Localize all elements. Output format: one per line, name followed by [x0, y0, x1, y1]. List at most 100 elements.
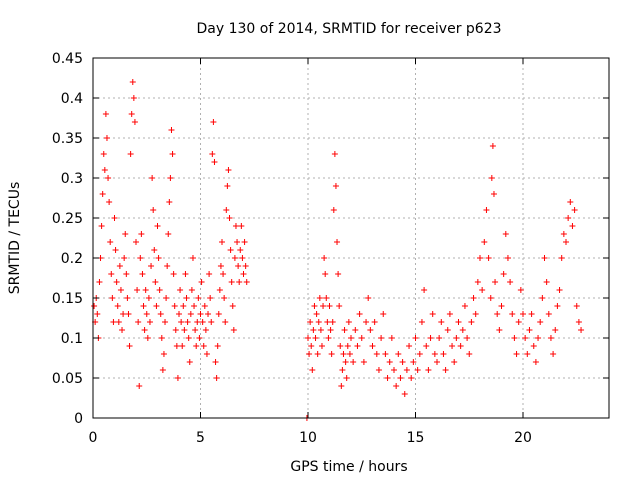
data-point: [103, 135, 110, 141]
data-point: [384, 375, 391, 381]
data-point: [131, 119, 138, 125]
data-point: [315, 319, 322, 325]
data-point: [429, 311, 436, 317]
data-point: [535, 335, 542, 341]
data-point: [195, 295, 202, 301]
data-point: [550, 351, 557, 357]
data-point: [504, 255, 511, 261]
y-tick-label: 0.05: [52, 371, 83, 387]
data-point: [110, 319, 117, 325]
data-point: [192, 327, 199, 333]
data-point: [331, 151, 338, 157]
data-point: [96, 279, 103, 285]
data-point: [578, 327, 585, 333]
data-point: [320, 303, 327, 309]
data-point: [552, 327, 559, 333]
data-point: [243, 279, 250, 285]
data-point: [425, 367, 432, 373]
data-point: [235, 263, 242, 269]
data-point: [129, 79, 136, 85]
y-tick-label: 0.15: [52, 291, 83, 307]
data-point: [507, 279, 514, 285]
data-point: [365, 295, 372, 301]
data-point: [121, 255, 128, 261]
data-point: [317, 327, 324, 333]
data-point: [563, 239, 569, 245]
data-point: [485, 255, 492, 261]
data-point: [99, 191, 106, 197]
data-point: [569, 223, 576, 229]
data-point: [158, 335, 165, 341]
data-point: [344, 343, 351, 349]
data-point: [421, 287, 428, 293]
data-point: [241, 239, 248, 245]
data-point: [325, 335, 332, 341]
x-tick-label: 10: [299, 430, 317, 446]
data-point: [181, 327, 188, 333]
data-point: [567, 199, 574, 205]
data-point: [434, 359, 440, 365]
data-point: [498, 303, 505, 309]
data-point: [339, 367, 346, 373]
data-point: [350, 359, 357, 365]
data-point: [130, 95, 137, 101]
data-point: [100, 151, 107, 157]
data-point: [208, 319, 215, 325]
data-point: [139, 271, 146, 277]
data-point: [142, 287, 149, 293]
data-point: [201, 303, 208, 309]
data-point: [356, 311, 363, 317]
data-point: [479, 287, 486, 293]
data-point: [539, 295, 546, 301]
data-point: [123, 271, 130, 277]
data-point: [224, 183, 231, 189]
data-point: [239, 255, 246, 261]
data-point: [554, 303, 561, 309]
data-point: [174, 375, 181, 381]
data-point: [219, 239, 225, 245]
data-point: [322, 271, 329, 277]
data-point: [191, 303, 198, 309]
data-point: [352, 327, 359, 333]
data-point: [109, 295, 116, 301]
data-point: [133, 239, 139, 245]
data-point: [380, 311, 387, 317]
data-point: [107, 239, 114, 245]
data-point: [537, 319, 544, 325]
data-point: [221, 295, 228, 301]
data-point: [310, 327, 317, 333]
data-point: [354, 343, 361, 349]
data-point: [179, 343, 186, 349]
data-point: [101, 167, 108, 173]
data-point: [556, 287, 563, 293]
data-point: [399, 359, 406, 365]
x-tick-label: 20: [514, 430, 532, 446]
data-point: [517, 287, 524, 293]
data-point: [220, 271, 227, 277]
data-point: [216, 287, 223, 293]
data-point: [164, 263, 171, 269]
data-points: [91, 79, 585, 421]
data-point: [231, 255, 238, 261]
data-point: [371, 319, 378, 325]
data-point: [477, 255, 483, 261]
data-point: [571, 207, 578, 213]
data-point: [188, 287, 195, 293]
data-point: [230, 327, 237, 333]
data-point: [395, 351, 402, 357]
data-point: [532, 359, 539, 365]
data-point: [393, 383, 400, 389]
data-point: [321, 255, 328, 261]
data-point: [466, 351, 473, 357]
y-tick-label: 0.4: [61, 91, 83, 107]
data-point: [340, 351, 347, 357]
data-point: [386, 359, 393, 365]
data-point: [154, 223, 161, 229]
y-tick-label: 0: [74, 411, 83, 427]
data-point: [222, 319, 229, 325]
data-point: [137, 255, 144, 261]
data-point: [342, 359, 349, 365]
data-point: [155, 255, 162, 261]
data-point: [172, 327, 179, 333]
y-tick-label: 0.45: [52, 51, 83, 67]
